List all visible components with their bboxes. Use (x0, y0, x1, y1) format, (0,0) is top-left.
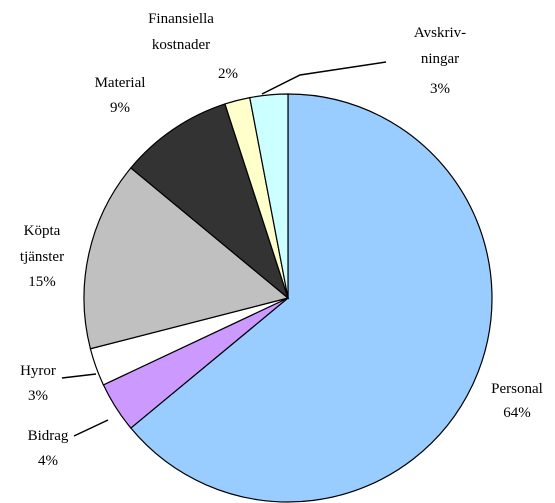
pie-slice (129, 93, 493, 503)
slice-value-label: 9% (110, 100, 130, 116)
slice-value-label: 15% (28, 274, 56, 290)
slice-value-label: 4% (38, 453, 58, 469)
slice-label: Bidrag (28, 428, 69, 444)
slice-value-label: 2% (218, 66, 238, 82)
pie-slice (83, 167, 290, 350)
leader-line (61, 373, 97, 379)
pie-slice (249, 93, 289, 299)
leader-line (261, 61, 387, 95)
slice-label: Köpta tjänster (20, 223, 64, 265)
slice-value-label: 64% (503, 405, 531, 421)
slice-label: Material (95, 75, 146, 91)
slice-value-label: 3% (430, 81, 450, 97)
leader-line (73, 419, 109, 437)
slice-label: Finansiella kostnader (148, 11, 214, 53)
pie-slice (129, 103, 290, 300)
slice-label: Avskriv-ningar (414, 25, 466, 67)
slice-label: Personal (491, 381, 543, 397)
slice-label: Hyror (20, 363, 56, 379)
slice-value-label: 3% (28, 388, 48, 404)
